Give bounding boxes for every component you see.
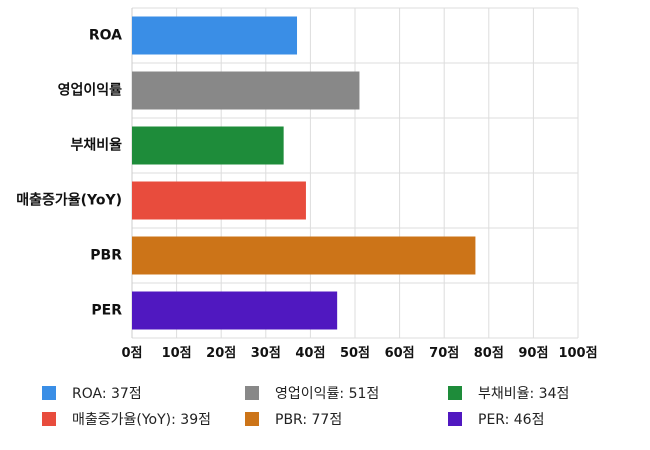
legend-label: 부채비율: 34점 bbox=[478, 386, 570, 402]
x-tick-label: 70점 bbox=[429, 346, 459, 361]
x-tick-label: 30점 bbox=[251, 346, 281, 361]
bar bbox=[132, 71, 360, 110]
category-label: 매출증가율(YoY) bbox=[16, 192, 122, 209]
legend-swatch bbox=[448, 412, 462, 426]
legend-swatch bbox=[42, 412, 56, 426]
x-tick-label: 80점 bbox=[474, 346, 504, 361]
bar bbox=[132, 126, 284, 165]
bar bbox=[132, 236, 476, 275]
x-tick-label: 100점 bbox=[558, 346, 597, 361]
legend-label: PER: 46점 bbox=[478, 412, 545, 428]
legend-item: 매출증가율(YoY): 39점 bbox=[42, 409, 211, 429]
legend-swatch bbox=[245, 386, 259, 400]
category-label: 영업이익률 bbox=[58, 82, 123, 99]
bar bbox=[132, 16, 298, 55]
legend-swatch bbox=[42, 386, 56, 400]
category-label: ROA bbox=[89, 28, 122, 44]
legend-item: ROA: 37점 bbox=[42, 383, 142, 403]
category-label: PBR bbox=[90, 248, 122, 264]
category-label: PER bbox=[91, 303, 122, 319]
x-tick-label: 40점 bbox=[295, 346, 325, 361]
legend-item: 영업이익률: 51점 bbox=[245, 383, 379, 403]
legend-swatch bbox=[448, 386, 462, 400]
legend-swatch bbox=[245, 412, 259, 426]
x-tick-label: 50점 bbox=[340, 346, 370, 361]
legend-label: 영업이익률: 51점 bbox=[275, 386, 380, 402]
legend-item: PER: 46점 bbox=[448, 409, 544, 429]
x-tick-label: 60점 bbox=[385, 346, 415, 361]
category-label: 부채비율 bbox=[70, 137, 122, 154]
bar bbox=[132, 181, 306, 220]
legend-item: PBR: 77점 bbox=[245, 409, 342, 429]
x-tick-label: 10점 bbox=[162, 346, 192, 361]
legend-item: 부채비율: 34점 bbox=[448, 383, 569, 403]
legend-label: PBR: 77점 bbox=[275, 412, 343, 428]
x-tick-label: 20점 bbox=[206, 346, 236, 361]
x-tick-label: 0점 bbox=[121, 346, 142, 361]
legend-label: 매출증가율(YoY): 39점 bbox=[72, 412, 211, 428]
legend-label: ROA: 37점 bbox=[72, 386, 142, 402]
x-tick-label: 90점 bbox=[518, 346, 548, 361]
bar bbox=[132, 291, 338, 330]
